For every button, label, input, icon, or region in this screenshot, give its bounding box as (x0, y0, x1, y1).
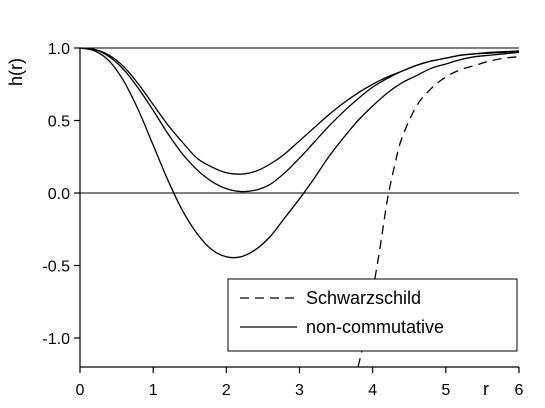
y-tick-label: 0.0 (48, 186, 70, 203)
x-tick-label: 6 (515, 382, 524, 399)
series-line-non-commutative-3 (79, 47, 520, 259)
x-tick-label: 3 (295, 382, 304, 399)
x-tick-label: 4 (368, 382, 377, 399)
x-tick-label: 5 (441, 382, 450, 399)
y-tick-label: 0.5 (48, 114, 70, 131)
legend-box (227, 278, 518, 352)
series-layer (79, 47, 520, 368)
x-tick-label: 2 (222, 382, 231, 399)
legend-label-schwarzschild: Schwarzschild (306, 288, 421, 308)
x-tick-label: 0 (76, 382, 85, 399)
series-line-non-commutative-1 (79, 47, 520, 193)
x-axis-label: r (483, 379, 489, 399)
legend: Schwarzschild non-commutative (227, 278, 518, 352)
y-tick-label: 1.0 (48, 41, 70, 58)
y-axis-label: h(r) (6, 58, 26, 86)
series-line-schwarzschild (357, 56, 520, 368)
y-tick-label: -1.0 (42, 331, 70, 348)
reference-lines (80, 47, 519, 194)
legend-label-non-commutative: non-commutative (306, 317, 444, 337)
series-line-non-commutative-2 (79, 47, 520, 175)
x-tick-label: 1 (149, 382, 158, 399)
y-tick-label: -0.5 (42, 259, 70, 276)
ticks: 0 1 2 3 4 5 6 1.0 0.5 0.0 -0.5 -1.0 (42, 41, 523, 399)
